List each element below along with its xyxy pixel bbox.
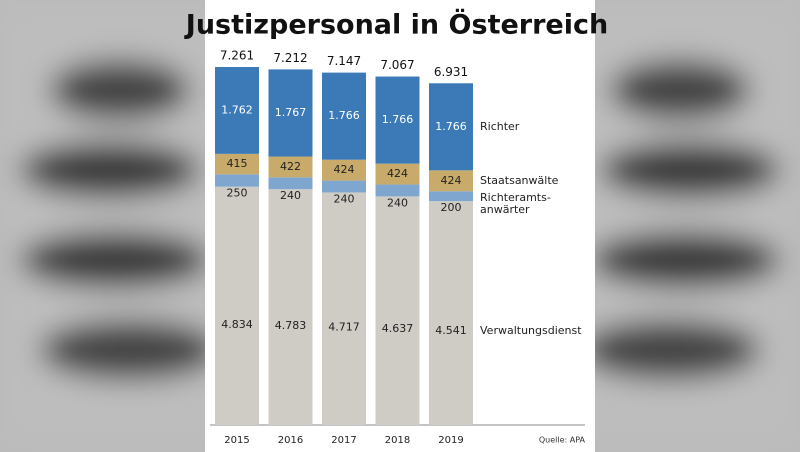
- total-label: 7.212: [273, 51, 307, 65]
- value-label: 4.541: [435, 324, 467, 337]
- bar-segment: [322, 159, 366, 181]
- bar-segment: [215, 186, 259, 425]
- bar-segment: [322, 180, 366, 193]
- total-label: 7.261: [220, 49, 254, 63]
- value-label: 422: [280, 160, 301, 173]
- legend-label: Richter: [480, 120, 520, 133]
- bar-segment: [215, 67, 259, 154]
- value-label: 1.767: [275, 106, 307, 119]
- value-label: 4.834: [221, 318, 253, 331]
- legend-label: Richteramts-anwärter: [480, 191, 551, 216]
- value-label: 1.762: [221, 103, 253, 116]
- value-label: 4.783: [275, 319, 307, 332]
- value-label: 424: [441, 174, 462, 187]
- legend-label: Verwaltungsdienst: [480, 324, 582, 337]
- bar-segment: [375, 196, 420, 425]
- bar-segment: [268, 156, 313, 178]
- x-tick-label: 2018: [385, 435, 410, 446]
- value-label: 4.637: [382, 322, 414, 335]
- bar-segment: [268, 69, 313, 157]
- bar-segment: [322, 72, 366, 160]
- total-label: 7.067: [380, 58, 414, 72]
- bar-segment: [429, 170, 473, 192]
- bar-segment: [215, 153, 259, 175]
- value-label: 240: [280, 189, 301, 202]
- value-label: 250: [227, 187, 248, 200]
- bar-segment: [429, 83, 473, 171]
- bar-segment: [429, 191, 473, 202]
- value-label: 240: [334, 192, 355, 205]
- value-label: 1.766: [328, 109, 360, 122]
- bar-segment: [375, 76, 420, 164]
- x-tick-label: 2017: [331, 435, 356, 446]
- source: Quelle: APA: [539, 436, 586, 445]
- x-tick-label: 2016: [278, 435, 303, 446]
- total-label: 7.147: [327, 54, 361, 68]
- bar-segment: [215, 174, 259, 187]
- value-label: 1.766: [435, 120, 467, 133]
- bar-segment: [375, 184, 420, 197]
- bar-segment: [429, 201, 473, 425]
- value-label: 1.766: [382, 113, 414, 126]
- bar-segment: [268, 189, 313, 425]
- x-tick-label: 2015: [224, 435, 249, 446]
- value-label: 415: [227, 157, 248, 170]
- value-label: 240: [387, 196, 408, 209]
- bar-segment: [268, 177, 313, 190]
- value-label: 4.717: [328, 320, 360, 333]
- x-tick-label: 2019: [438, 435, 463, 446]
- bar-segment: [375, 163, 420, 185]
- chart-title: Justizpersonal in Österreich: [184, 8, 608, 41]
- bar-segment: [322, 192, 366, 425]
- total-label: 6.931: [434, 65, 468, 79]
- legend-label: Staatsanwälte: [480, 174, 559, 187]
- value-label: 200: [441, 201, 462, 214]
- value-label: 424: [334, 163, 355, 176]
- value-label: 424: [387, 167, 408, 180]
